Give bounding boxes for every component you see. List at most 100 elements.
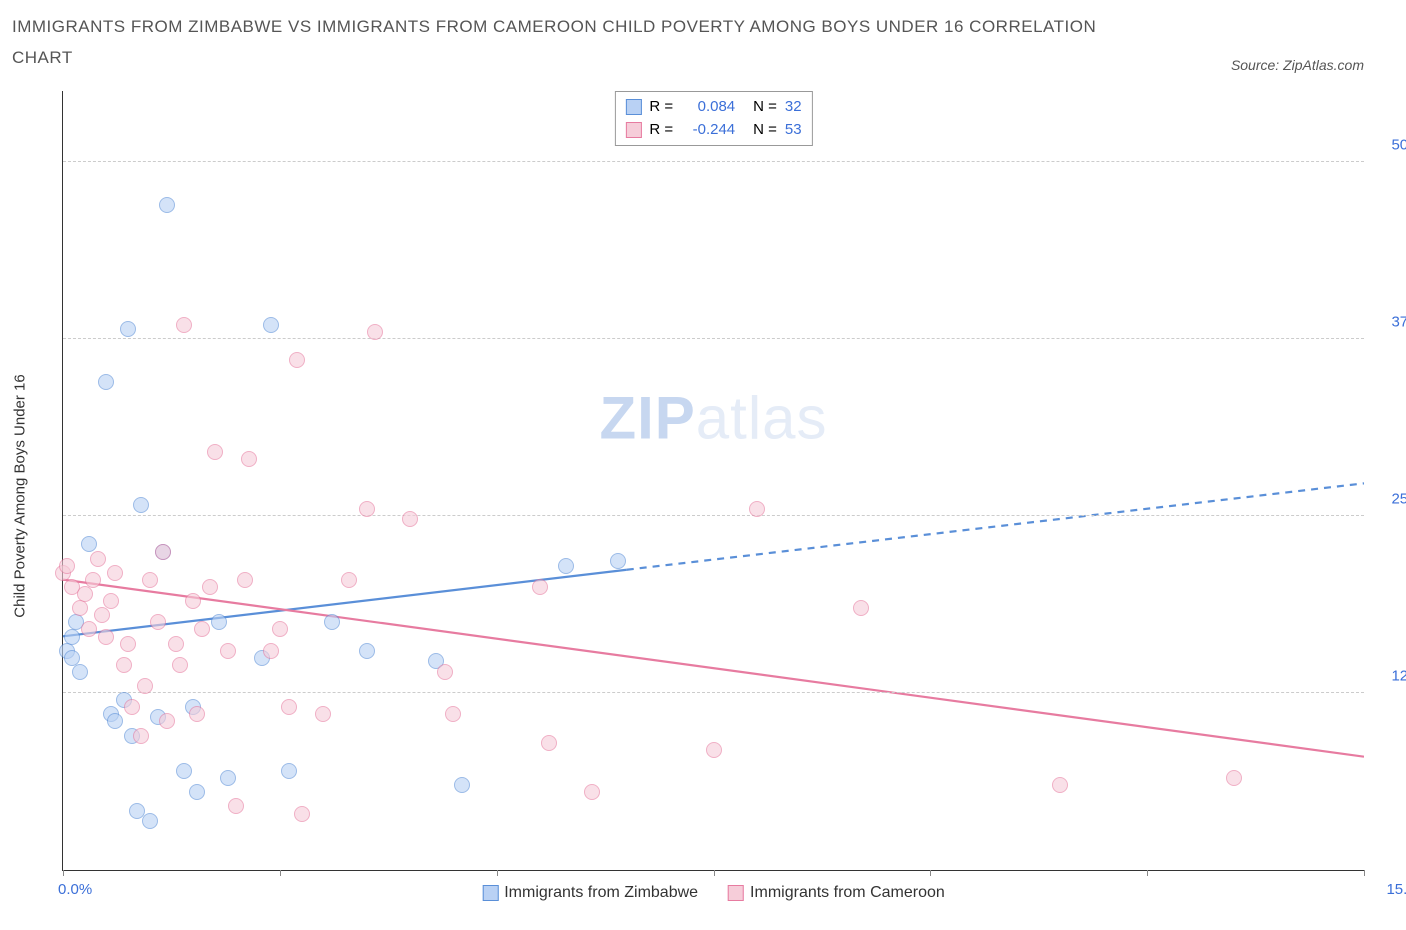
- data-point: [176, 317, 192, 333]
- data-point: [202, 579, 218, 595]
- data-point: [94, 607, 110, 623]
- data-point: [120, 636, 136, 652]
- data-point: [77, 586, 93, 602]
- gridline: [63, 692, 1364, 693]
- x-axis-min-label: 0.0%: [58, 881, 92, 898]
- y-axis-label: Child Poverty Among Boys Under 16: [12, 374, 29, 617]
- data-point: [454, 777, 470, 793]
- data-point: [402, 511, 418, 527]
- legend-label: Immigrants from Zimbabwe: [504, 884, 698, 902]
- data-point: [194, 621, 210, 637]
- data-point: [324, 614, 340, 630]
- gridline: [63, 338, 1364, 339]
- data-point: [228, 798, 244, 814]
- y-tick-label: 25.0%: [1374, 491, 1406, 508]
- n-value: 53: [785, 119, 802, 142]
- data-point: [103, 593, 119, 609]
- plot-area: ZIPatlas R = 0.084 N = 32R = -0.244 N = 53 0.0…: [62, 91, 1364, 871]
- data-point: [116, 657, 132, 673]
- r-value: -0.244: [681, 119, 735, 142]
- data-point: [168, 636, 184, 652]
- data-point: [610, 553, 626, 569]
- data-point: [172, 657, 188, 673]
- data-point: [59, 558, 75, 574]
- n-label: N =: [753, 119, 777, 142]
- data-point: [367, 324, 383, 340]
- data-point: [185, 593, 201, 609]
- data-point: [107, 565, 123, 581]
- legend-swatch: [728, 885, 744, 901]
- y-tick-label: 50.0%: [1374, 137, 1406, 154]
- n-value: 32: [785, 96, 802, 119]
- data-point: [211, 614, 227, 630]
- y-tick-label: 37.5%: [1374, 314, 1406, 331]
- data-point: [142, 813, 158, 829]
- data-point: [72, 600, 88, 616]
- data-point: [263, 317, 279, 333]
- data-point: [120, 321, 136, 337]
- data-point: [189, 784, 205, 800]
- legend-item: Immigrants from Cameroon: [728, 884, 945, 902]
- data-point: [558, 558, 574, 574]
- data-point: [98, 629, 114, 645]
- x-axis-max-label: 15.0%: [1386, 881, 1406, 898]
- data-point: [341, 572, 357, 588]
- data-point: [150, 614, 166, 630]
- data-point: [64, 629, 80, 645]
- watermark-light: atlas: [696, 385, 828, 452]
- legend-item: Immigrants from Zimbabwe: [482, 884, 698, 902]
- gridline: [63, 161, 1364, 162]
- stats-row: R =-0.244N =53: [625, 119, 801, 142]
- x-tick: [497, 870, 498, 876]
- data-point: [237, 572, 253, 588]
- r-value: 0.084: [681, 96, 735, 119]
- r-label: R =: [649, 96, 673, 119]
- legend-swatch: [482, 885, 498, 901]
- source-attribution: Source: ZipAtlas.com: [1231, 57, 1394, 73]
- series-legend: Immigrants from Zimbabwe Immigrants from …: [482, 884, 945, 902]
- data-point: [159, 713, 175, 729]
- data-point: [107, 713, 123, 729]
- data-point: [124, 699, 140, 715]
- data-point: [281, 699, 297, 715]
- data-point: [749, 501, 765, 517]
- data-point: [72, 664, 88, 680]
- data-point: [207, 444, 223, 460]
- data-point: [294, 806, 310, 822]
- gridline: [63, 515, 1364, 516]
- data-point: [159, 197, 175, 213]
- data-point: [706, 742, 722, 758]
- watermark: ZIPatlas: [599, 384, 827, 453]
- data-point: [532, 579, 548, 595]
- x-tick: [1364, 870, 1365, 876]
- data-point: [176, 763, 192, 779]
- legend-swatch: [625, 122, 641, 138]
- legend-swatch: [625, 99, 641, 115]
- data-point: [359, 643, 375, 659]
- data-point: [220, 643, 236, 659]
- data-point: [1052, 777, 1068, 793]
- x-tick: [63, 870, 64, 876]
- data-point: [445, 706, 461, 722]
- data-point: [85, 572, 101, 588]
- data-point: [281, 763, 297, 779]
- data-point: [133, 728, 149, 744]
- data-point: [137, 678, 153, 694]
- data-point: [263, 643, 279, 659]
- data-point: [541, 735, 557, 751]
- x-tick: [930, 870, 931, 876]
- stats-row: R = 0.084 N = 32: [625, 96, 801, 119]
- data-point: [81, 621, 97, 637]
- data-point: [272, 621, 288, 637]
- chart-title: IMMIGRANTS FROM ZIMBABWE VS IMMIGRANTS F…: [12, 12, 1112, 73]
- data-point: [359, 501, 375, 517]
- n-label: N =: [753, 96, 777, 119]
- data-point: [437, 664, 453, 680]
- x-tick: [714, 870, 715, 876]
- data-point: [98, 374, 114, 390]
- data-point: [220, 770, 236, 786]
- chart-container: Child Poverty Among Boys Under 16 ZIPatl…: [12, 81, 1394, 911]
- data-point: [1226, 770, 1242, 786]
- data-point: [155, 544, 171, 560]
- data-point: [853, 600, 869, 616]
